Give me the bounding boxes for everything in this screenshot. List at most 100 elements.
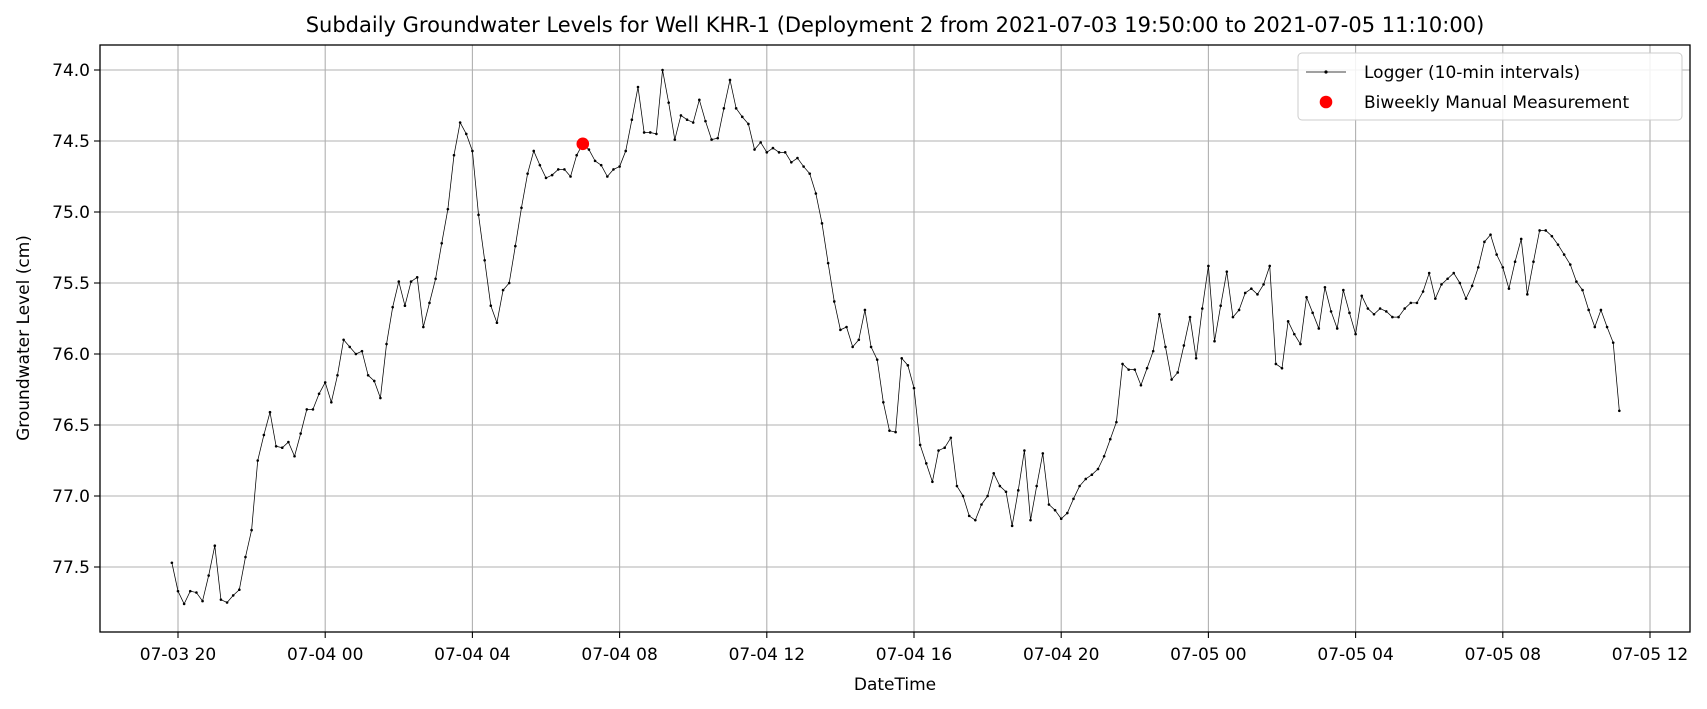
logger-point — [814, 192, 818, 195]
grid-lines — [100, 45, 1690, 632]
logger-point — [360, 349, 364, 353]
logger-point — [679, 114, 683, 117]
logger-point — [1538, 229, 1541, 232]
logger-point — [882, 400, 885, 404]
series-layer — [170, 68, 1621, 606]
logger-point — [1391, 315, 1394, 319]
logger-point — [1427, 271, 1431, 275]
logger-point — [1599, 308, 1603, 312]
logger-point — [1556, 243, 1560, 246]
logger-point — [802, 165, 805, 168]
manual-measurement-point — [576, 137, 590, 151]
logger-point — [759, 141, 762, 144]
logger-point — [471, 149, 474, 153]
logger-point — [1458, 281, 1462, 285]
logger-point — [342, 338, 345, 342]
logger-point — [188, 589, 192, 593]
logger-point — [1121, 362, 1124, 366]
logger-point — [771, 146, 775, 150]
logger-point — [323, 381, 327, 384]
logger-point — [280, 446, 284, 450]
x-tick-label: 07-04 12 — [729, 645, 805, 665]
logger-point — [1360, 294, 1364, 298]
logger-point — [1188, 315, 1192, 319]
logger-point — [1384, 310, 1388, 313]
logger-point — [1133, 368, 1137, 371]
logger-point — [1151, 349, 1155, 353]
logger-point — [1200, 307, 1204, 310]
logger-point — [790, 161, 793, 164]
logger-point — [691, 121, 695, 124]
logger-point — [354, 352, 358, 356]
logger-point — [924, 462, 928, 465]
logger-point — [1078, 484, 1081, 488]
logger-point — [1170, 378, 1173, 381]
x-tick-label: 07-04 04 — [434, 645, 510, 665]
logger-point — [176, 589, 180, 593]
logger-point — [1452, 271, 1456, 275]
logger-point — [1250, 287, 1253, 290]
logger-point — [1532, 260, 1535, 264]
logger-point — [293, 454, 296, 458]
logger-point — [1145, 366, 1149, 370]
logger-point — [514, 244, 517, 248]
logger-point — [661, 68, 664, 72]
logger-point — [734, 107, 738, 110]
logger-point — [1194, 356, 1198, 360]
logger-point — [1286, 320, 1290, 323]
logger-point — [1550, 234, 1554, 238]
axes — [99, 44, 1691, 633]
logger-point — [648, 131, 652, 134]
legend-logger-marker — [1324, 70, 1328, 74]
logger-point — [1041, 452, 1045, 455]
logger-point — [274, 445, 278, 448]
x-tick-label: 07-04 16 — [876, 645, 952, 665]
logger-point — [906, 364, 910, 367]
logger-point — [912, 386, 916, 390]
logger-point — [1483, 240, 1486, 244]
logger-point — [722, 107, 726, 110]
logger-point — [526, 172, 529, 175]
logger-point — [1317, 327, 1321, 330]
plot-frame — [99, 44, 1691, 633]
logger-point — [986, 494, 989, 498]
logger-point — [845, 325, 848, 329]
logger-point — [256, 459, 260, 462]
logger-point — [1280, 366, 1284, 370]
logger-point — [967, 514, 971, 518]
legend: Logger (10-min intervals) Biweekly Manua… — [1297, 52, 1683, 121]
logger-point — [1397, 315, 1400, 319]
logger-point — [1127, 368, 1130, 371]
logger-point — [1066, 511, 1069, 515]
logger-point — [1023, 449, 1026, 452]
logger-point — [753, 148, 756, 151]
y-tick-label: 77.0 — [52, 487, 90, 507]
x-tick-label: 07-05 04 — [1317, 645, 1393, 665]
logger-point — [1072, 497, 1075, 501]
logger-point — [225, 601, 229, 604]
logger-point — [1243, 291, 1247, 295]
logger-point — [1108, 437, 1112, 441]
y-tick-label: 74.0 — [52, 61, 90, 81]
logger-point — [1225, 270, 1229, 273]
logger-point — [851, 345, 854, 349]
logger-point — [287, 440, 290, 444]
logger-point — [1299, 342, 1302, 346]
x-axis-label: DateTime — [854, 675, 936, 695]
logger-point — [207, 574, 210, 577]
logger-point — [477, 213, 480, 217]
logger-point — [1605, 325, 1609, 329]
logger-point — [348, 345, 352, 349]
logger-point — [1587, 308, 1590, 312]
logger-point — [219, 598, 223, 601]
logger-point — [1176, 371, 1180, 374]
logger-point — [1164, 345, 1167, 349]
logger-point — [900, 356, 904, 360]
logger-point — [698, 98, 701, 102]
logger-point — [1366, 307, 1370, 310]
logger-point — [1158, 312, 1161, 316]
logger-point — [1519, 237, 1523, 241]
logger-point — [1507, 287, 1511, 290]
logger-point — [1047, 503, 1051, 506]
logger-point — [1501, 266, 1505, 269]
